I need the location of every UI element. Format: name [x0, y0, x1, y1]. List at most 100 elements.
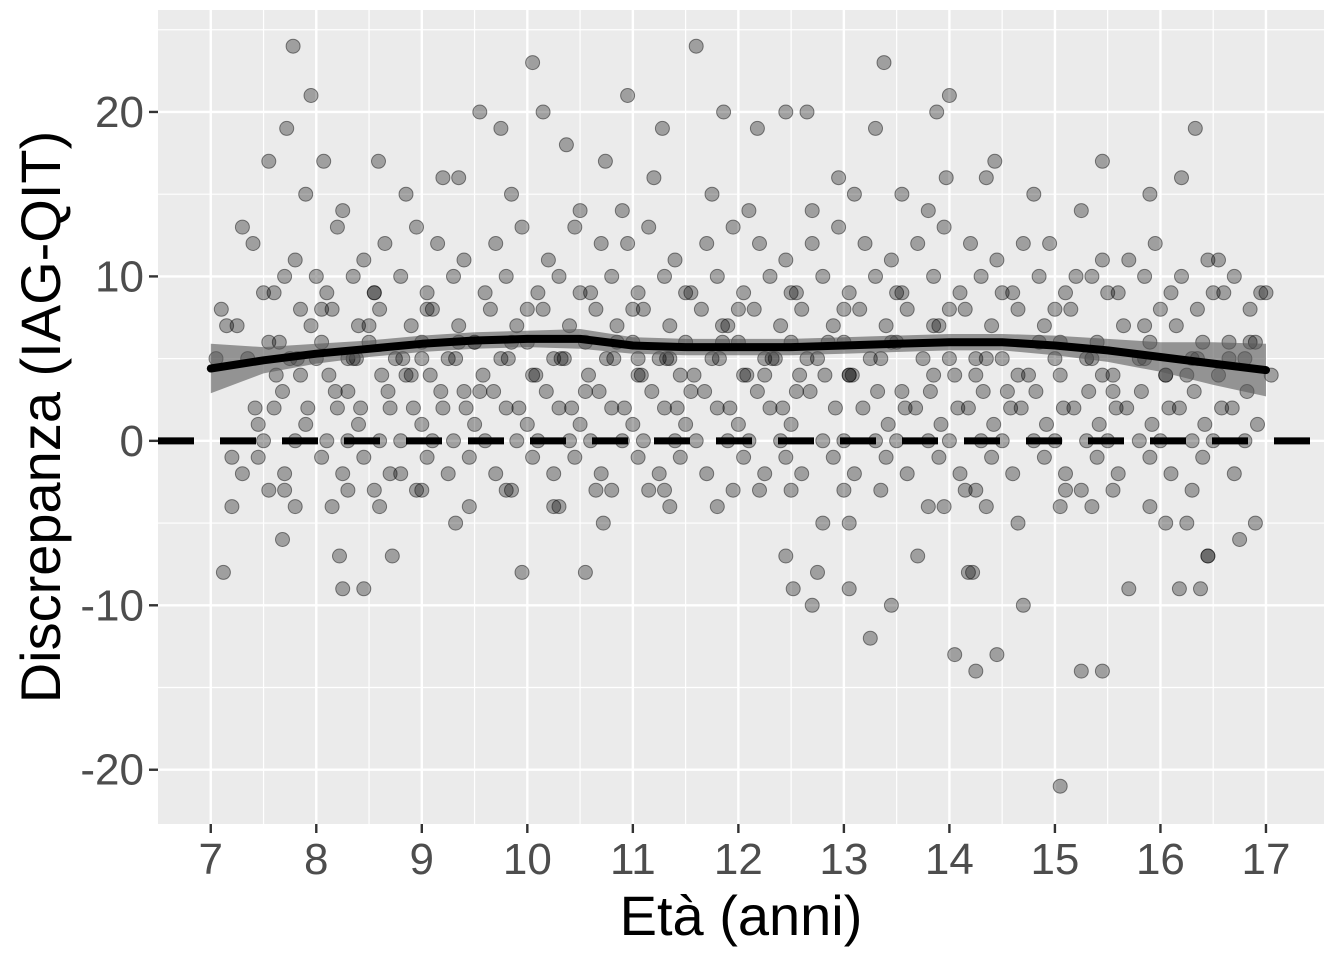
data-point [752, 482, 767, 498]
data-point [926, 268, 942, 284]
x-tick-label: 15 [1030, 835, 1079, 884]
data-point [1179, 515, 1195, 531]
data-point [968, 367, 984, 383]
data-point [630, 449, 646, 465]
data-point [688, 433, 704, 449]
data-point [941, 301, 957, 317]
x-tick-label: 7 [199, 835, 223, 884]
data-point [678, 416, 694, 432]
data-point [1205, 285, 1221, 301]
data-point [256, 433, 271, 449]
data-point [321, 367, 337, 383]
data-point [440, 466, 456, 482]
data-point [1187, 120, 1203, 136]
data-point [1216, 285, 1232, 301]
data-point [451, 170, 467, 186]
data-point [422, 367, 438, 383]
data-point [889, 285, 905, 301]
data-point [546, 466, 562, 482]
data-point [300, 400, 316, 416]
data-point [1108, 400, 1124, 416]
data-point [1013, 400, 1029, 416]
data-point [957, 301, 973, 317]
data-point [620, 236, 636, 251]
data-point [880, 416, 896, 432]
plot-panel [158, 10, 1324, 824]
data-point [836, 482, 852, 498]
data-point [1021, 367, 1036, 383]
x-axis-title: Età (anni) [620, 884, 863, 947]
data-point [897, 400, 913, 416]
data-point [873, 482, 889, 498]
data-point [356, 581, 372, 597]
data-point [709, 400, 725, 416]
data-point [926, 318, 942, 334]
x-tick-label: 9 [410, 835, 434, 884]
data-point [335, 581, 351, 597]
data-point [657, 268, 672, 284]
data-point [461, 499, 477, 515]
data-point [1137, 268, 1153, 284]
data-point [448, 515, 464, 531]
data-point [1105, 384, 1121, 399]
data-point [514, 219, 530, 235]
data-point [1144, 416, 1160, 432]
data-point [606, 351, 622, 367]
data-point [572, 285, 588, 301]
data-point [693, 301, 709, 317]
data-point [540, 252, 556, 268]
data-point [749, 384, 765, 399]
data-point [340, 482, 356, 498]
data-point [567, 219, 583, 235]
data-point [984, 449, 1000, 465]
data-point [409, 482, 424, 498]
data-point [883, 252, 899, 268]
data-point [963, 236, 978, 251]
data-point [947, 367, 963, 383]
y-tick-label: 0 [120, 417, 144, 466]
data-point [1195, 449, 1211, 465]
data-point [215, 564, 231, 580]
data-point [736, 285, 752, 301]
data-point [245, 236, 261, 251]
data-point [366, 285, 382, 301]
data-point [319, 285, 335, 301]
data-point [293, 301, 308, 317]
data-point [799, 104, 815, 120]
data-point [989, 647, 1005, 663]
data-point [361, 318, 377, 334]
x-tick-label: 16 [1136, 835, 1185, 884]
x-tick-label: 8 [304, 835, 328, 884]
data-point [931, 449, 947, 465]
data-point [509, 433, 525, 449]
data-point [989, 252, 1005, 268]
data-point [1250, 416, 1265, 432]
data-point [219, 318, 235, 334]
data-point [1184, 482, 1200, 498]
data-point [831, 219, 847, 235]
data-point [266, 400, 282, 416]
data-point [382, 400, 398, 416]
data-point [1052, 499, 1068, 515]
data-point [620, 88, 636, 103]
data-point [1133, 384, 1149, 399]
data-point [486, 384, 502, 399]
data-point [316, 153, 332, 169]
data-point [827, 400, 843, 416]
data-point [825, 318, 841, 334]
data-point [1094, 367, 1110, 383]
data-point [952, 285, 968, 301]
data-point [725, 482, 741, 498]
data-point [730, 301, 746, 317]
data-point [430, 236, 446, 251]
data-point [876, 55, 892, 71]
data-point [472, 384, 488, 399]
data-point [630, 367, 646, 383]
x-tick-label: 14 [925, 835, 974, 884]
data-point [356, 252, 372, 268]
data-point [393, 268, 409, 284]
data-point [641, 219, 657, 235]
data-point [609, 318, 625, 334]
data-point [308, 268, 324, 284]
data-point [1163, 466, 1179, 482]
